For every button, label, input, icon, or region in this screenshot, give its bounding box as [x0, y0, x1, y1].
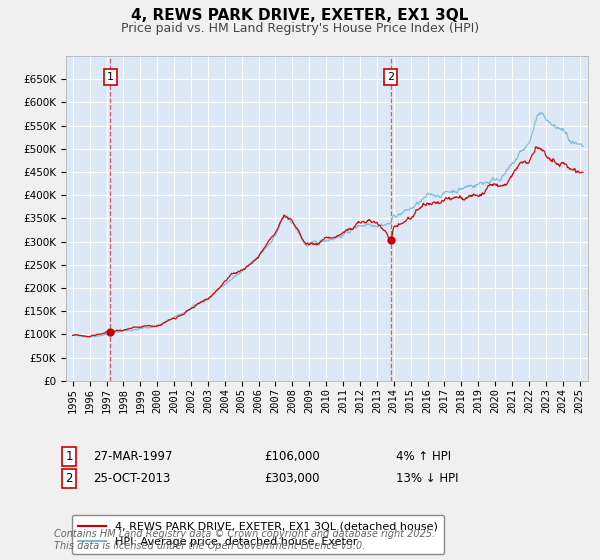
Point [386, 236, 395, 245]
Text: 4, REWS PARK DRIVE, EXETER, EX1 3QL: 4, REWS PARK DRIVE, EXETER, EX1 3QL [131, 8, 469, 24]
Text: 2: 2 [387, 72, 394, 82]
Text: 13% ↓ HPI: 13% ↓ HPI [396, 472, 458, 486]
Legend: 4, REWS PARK DRIVE, EXETER, EX1 3QL (detached house), HPI: Average price, detach: 4, REWS PARK DRIVE, EXETER, EX1 3QL (det… [71, 515, 445, 554]
Text: 1: 1 [107, 72, 114, 82]
Point [106, 327, 115, 336]
Text: Price paid vs. HM Land Registry's House Price Index (HPI): Price paid vs. HM Land Registry's House … [121, 22, 479, 35]
Text: Contains HM Land Registry data © Crown copyright and database right 2025.
This d: Contains HM Land Registry data © Crown c… [54, 529, 435, 551]
Text: 27-MAR-1997: 27-MAR-1997 [93, 450, 173, 463]
Text: 4% ↑ HPI: 4% ↑ HPI [396, 450, 451, 463]
Text: 25-OCT-2013: 25-OCT-2013 [93, 472, 170, 486]
Text: 2: 2 [65, 472, 73, 486]
Text: £303,000: £303,000 [264, 472, 320, 486]
Text: £106,000: £106,000 [264, 450, 320, 463]
Text: 1: 1 [65, 450, 73, 463]
